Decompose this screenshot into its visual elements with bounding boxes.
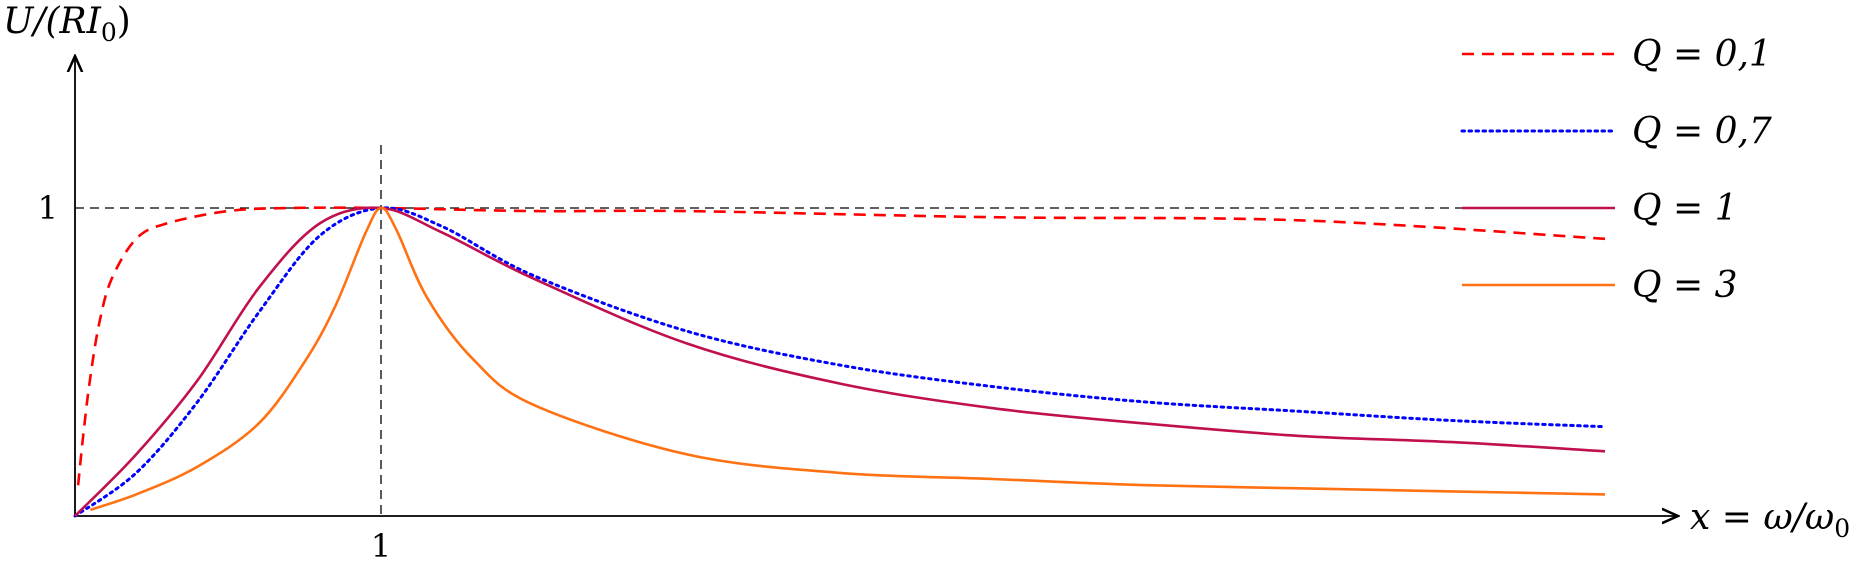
legend-label-1: Q = 0,7: [1632, 111, 1772, 152]
legend-label-3: Q = 3: [1632, 265, 1737, 306]
series-line-q-0-7: [73, 206, 1607, 518]
series-line-q-1: [74, 206, 1606, 517]
series-group: [73, 206, 1607, 518]
legend: Q = 0,1 Q = 0,7 Q = 1 Q = 3: [1460, 34, 1772, 306]
series-line-q-3: [89, 206, 1606, 512]
y-tick-label-1: 1: [38, 189, 58, 227]
legend-label-2: Q = 1: [1632, 188, 1737, 229]
legend-label-0: Q = 0,1: [1632, 34, 1772, 75]
y-axis-label: U/(RI0): [3, 1, 131, 47]
x-tick-label-1: 1: [371, 527, 391, 564]
x-axis-label: x = ω/ω0: [1690, 497, 1850, 543]
